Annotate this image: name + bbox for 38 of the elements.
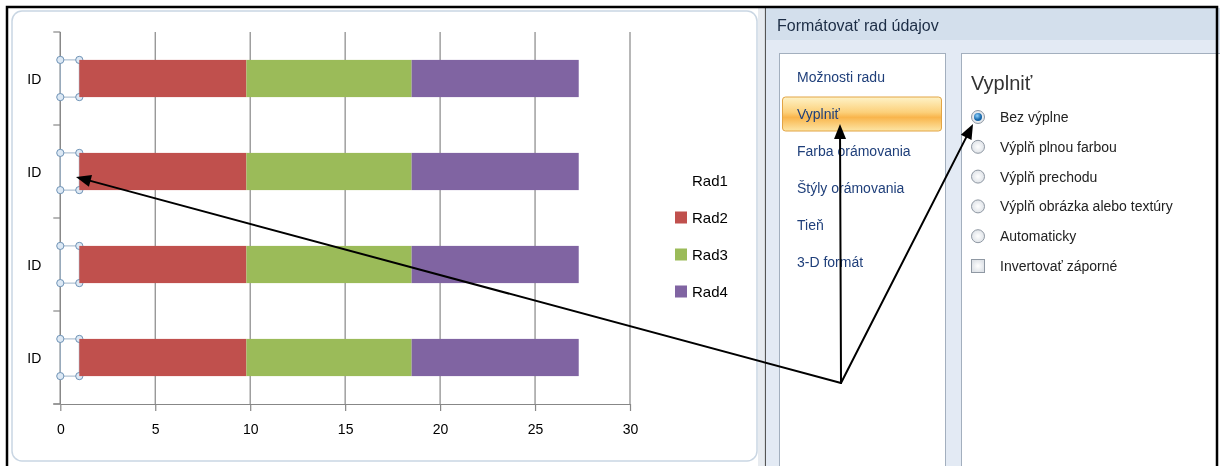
text: Automaticky <box>1000 228 1077 245</box>
text: Formátovať rad údajov <box>777 16 939 34</box>
bar <box>246 59 412 98</box>
x-tick-label: 0 <box>56 420 65 437</box>
bar <box>246 338 412 377</box>
y-tick-label: ID <box>27 349 42 366</box>
x-tick-label: 20 <box>432 420 449 437</box>
bar <box>411 152 579 191</box>
text: Výplň obrázka alebo textúry <box>1000 198 1173 215</box>
bar <box>79 245 247 284</box>
y-tick-label: ID <box>27 256 42 273</box>
text: Rad1 <box>692 172 728 189</box>
y-tick-label: ID <box>27 163 42 180</box>
text: Bez výplne <box>1000 109 1069 125</box>
legend-label: Rad4 <box>692 283 728 300</box>
category-label: Možnosti radu <box>797 69 885 85</box>
bar <box>411 59 579 98</box>
bar <box>246 245 412 284</box>
text: Vyplniť <box>971 72 1033 94</box>
text: Invertovať záporné <box>1000 258 1118 274</box>
legend-label: Rad3 <box>692 246 728 263</box>
bar <box>79 59 247 98</box>
bar <box>79 152 247 191</box>
text: Výplň plnou farbou <box>1000 138 1117 155</box>
bar <box>411 338 579 377</box>
x-tick-label: 15 <box>337 420 354 437</box>
bar <box>246 152 412 191</box>
category-label: Tieň <box>797 217 824 233</box>
category-label: Vyplniť <box>797 106 841 122</box>
x-tick-label: 25 <box>527 420 544 437</box>
x-tick-label: 30 <box>622 420 639 437</box>
legend-label: Rad2 <box>692 209 728 226</box>
bar <box>411 245 579 284</box>
x-tick-label: 5 <box>151 420 160 437</box>
bar <box>79 338 247 377</box>
x-tick-label: 10 <box>242 420 259 437</box>
y-tick-label: ID <box>27 70 42 87</box>
text: Výplň prechodu <box>1000 168 1098 185</box>
